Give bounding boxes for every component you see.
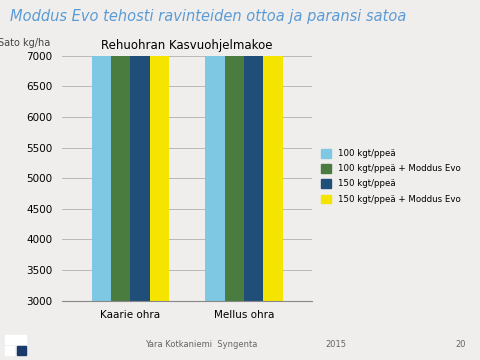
Bar bbox=[5, 346, 14, 355]
Bar bbox=[205, 22, 225, 301]
Text: Sato kg/ha: Sato kg/ha bbox=[0, 39, 50, 49]
Bar bbox=[225, 0, 244, 301]
Bar bbox=[244, 0, 263, 301]
Bar bbox=[92, 56, 111, 301]
Bar bbox=[5, 334, 26, 343]
Bar bbox=[263, 0, 283, 301]
Text: Yara Kotkaniemi  Syngenta: Yara Kotkaniemi Syngenta bbox=[145, 340, 258, 349]
Legend: 100 kgt/ppeä, 100 kgt/ppeä + Moddus Evo, 150 kgt/ppeä, 150 kgt/ppeä + Moddus Evo: 100 kgt/ppeä, 100 kgt/ppeä + Moddus Evo,… bbox=[321, 149, 461, 203]
Bar bbox=[150, 0, 169, 301]
Title: Rehuohran Kasvuohjelmakoe: Rehuohran Kasvuohjelmakoe bbox=[101, 39, 273, 52]
Text: 2015: 2015 bbox=[325, 340, 347, 349]
Bar bbox=[131, 0, 150, 301]
Bar bbox=[111, 44, 131, 301]
Bar bbox=[17, 346, 26, 355]
Text: 20: 20 bbox=[456, 340, 466, 349]
Text: Moddus Evo tehosti ravinteiden ottoa ja paransi satoa: Moddus Evo tehosti ravinteiden ottoa ja … bbox=[10, 9, 406, 24]
